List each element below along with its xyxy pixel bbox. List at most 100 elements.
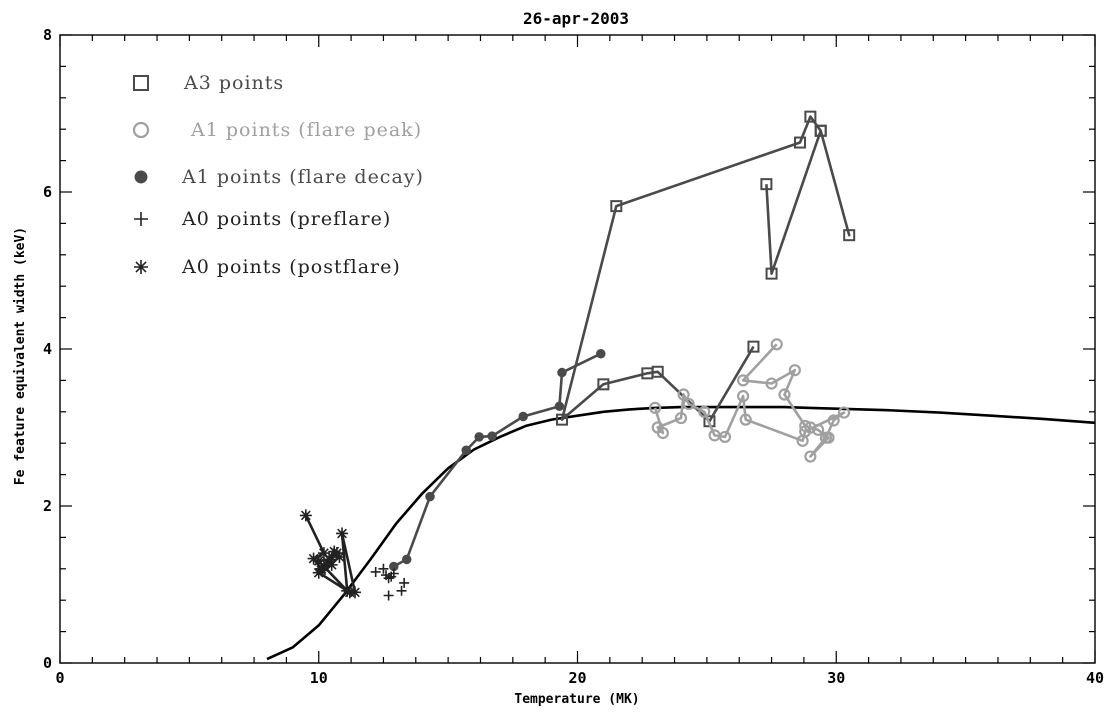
data-point-a1-points-flare-peak	[698, 405, 711, 418]
data-point-a0-points-postflare	[312, 566, 325, 579]
series-a3-points	[555, 110, 856, 428]
y-tick-label: 0	[43, 654, 52, 672]
data-point-a1-points-flare-decay	[554, 401, 565, 412]
legend-label: A1 points (flare peak)	[184, 119, 422, 141]
data-point-a0-points-preflare	[378, 563, 389, 574]
data-point-a1-points-flare-decay	[487, 431, 497, 441]
data-point-a1-points-flare-decay	[518, 411, 528, 422]
y-tick-label: 8	[43, 26, 52, 44]
data-point-a3-points	[555, 413, 568, 426]
series-line-a1-points-flare-peak	[653, 343, 846, 458]
data-point-a3-points	[597, 378, 610, 391]
y-tick-label: 2	[43, 497, 52, 515]
data-point-a0-points-preflare	[383, 590, 394, 601]
legend-label: A0 points (preflare)	[181, 208, 391, 230]
data-point-a1-points-flare-peak	[827, 414, 840, 427]
x-tick-label: 20	[568, 669, 586, 687]
data-point-a1-points-flare-peak	[796, 434, 809, 447]
y-tick-label: 6	[43, 183, 52, 201]
data-point-a1-points-flare-peak	[674, 411, 688, 425]
data-point-a1-points-flare-peak	[677, 388, 690, 401]
data-point-a0-points-postflare	[325, 558, 338, 571]
data-point-a0-points-postflare	[330, 547, 343, 560]
legend-label: A3 points	[183, 72, 284, 94]
data-point-a3-points	[747, 340, 760, 353]
model-curve-layer	[266, 405, 1096, 661]
data-point-a0-points-postflare	[317, 561, 330, 574]
data-point-a3-points	[794, 136, 807, 149]
series-line-a3-points	[560, 115, 851, 423]
data-point-a3-points	[610, 200, 623, 213]
data-point-a0-points-preflare	[388, 568, 399, 579]
data-point-a1-points-flare-peak	[736, 374, 750, 387]
data-point-a3-points	[765, 267, 778, 280]
y-tick-label: 4	[43, 340, 52, 358]
series-a0-points-preflare	[370, 563, 410, 601]
series-line-a1-points-flare-decay	[393, 352, 602, 568]
data-point-a1-points-flare-peak	[804, 450, 817, 463]
data-point-a0-points-postflare	[312, 554, 325, 567]
data-point-a0-points-postflare	[341, 584, 354, 597]
chart-title: 26-apr-2003	[523, 9, 629, 28]
series-a1-points-flare-peak	[649, 338, 851, 463]
data-point-a3-points	[760, 178, 773, 191]
x-tick-label: 30	[827, 669, 845, 687]
legend-marker-plus	[134, 212, 148, 226]
data-point-a1-points-flare-decay	[474, 432, 484, 442]
legend-marker-filled-circle	[134, 170, 148, 184]
data-point-a3-points	[843, 229, 856, 242]
data-point-a0-points-postflare	[336, 527, 349, 540]
x-tick-label: 0	[55, 669, 64, 687]
series-layer	[299, 110, 856, 601]
data-point-a1-points-flare-decay	[557, 367, 567, 378]
data-point-a1-points-flare-peak	[778, 388, 791, 401]
data-point-a3-points	[814, 124, 827, 137]
model-curve-line	[266, 405, 1096, 661]
data-point-a1-points-flare-peak	[799, 419, 812, 433]
data-point-a0-points-preflare	[396, 585, 407, 596]
x-axis-title: Temperature (MK)	[514, 692, 639, 707]
data-point-a0-points-postflare	[323, 553, 336, 566]
data-point-a1-points-flare-decay	[401, 554, 412, 565]
y-axis-title: Fe feature equivalent width (keV)	[13, 227, 28, 485]
data-point-a1-points-flare-decay	[461, 445, 471, 456]
data-point-a1-points-flare-peak	[837, 406, 851, 419]
legend-marker-square	[133, 75, 149, 91]
data-point-a0-points-postflare	[299, 509, 312, 522]
data-point-a0-points-preflare	[399, 577, 410, 588]
data-point-a0-points-postflare	[333, 551, 346, 564]
data-point-a1-points-flare-peak	[736, 390, 750, 403]
data-point-a1-points-flare-peak	[819, 431, 833, 444]
data-point-a1-points-flare-peak	[812, 423, 825, 436]
data-point-a1-points-flare-peak	[788, 364, 801, 377]
data-point-a0-points-postflare	[317, 547, 330, 560]
legend-marker-circle	[132, 121, 150, 139]
data-point-a1-points-flare-peak	[708, 429, 721, 442]
data-point-a0-points-postflare	[348, 586, 361, 599]
data-point-a1-points-flare-peak	[649, 401, 662, 414]
data-point-a0-points-preflare	[370, 566, 381, 577]
data-point-a1-points-flare-peak	[770, 338, 783, 351]
data-point-a1-points-flare-peak	[739, 413, 752, 426]
data-point-a3-points	[804, 110, 817, 123]
data-point-a1-points-flare-peak	[656, 426, 669, 440]
legend-label: A1 points (flare decay)	[181, 166, 424, 188]
legend-label: A0 points (postflare)	[181, 256, 401, 278]
data-point-a1-points-flare-decay	[596, 348, 606, 359]
x-tick-label: 10	[310, 669, 328, 687]
data-point-a3-points	[641, 367, 654, 380]
series-a1-points-flare-decay	[389, 348, 606, 572]
ticks-layer	[59, 34, 1096, 664]
data-point-a0-points-postflare	[307, 552, 320, 565]
data-point-a1-points-flare-peak	[682, 397, 695, 411]
data-point-a1-points-flare-peak	[765, 377, 778, 390]
legend: A3 points A1 points (flare peak) A1 point…	[132, 72, 424, 278]
data-point-a3-points	[651, 365, 664, 378]
legend-marker-asterisk	[134, 260, 148, 274]
tick-labels-layer: 0 10 20 30 40 0 2 4 6 8	[43, 26, 1104, 687]
series-a0-points-postflare	[299, 509, 361, 599]
x-tick-label: 40	[1086, 669, 1104, 687]
data-point-a1-points-flare-decay	[425, 491, 435, 502]
